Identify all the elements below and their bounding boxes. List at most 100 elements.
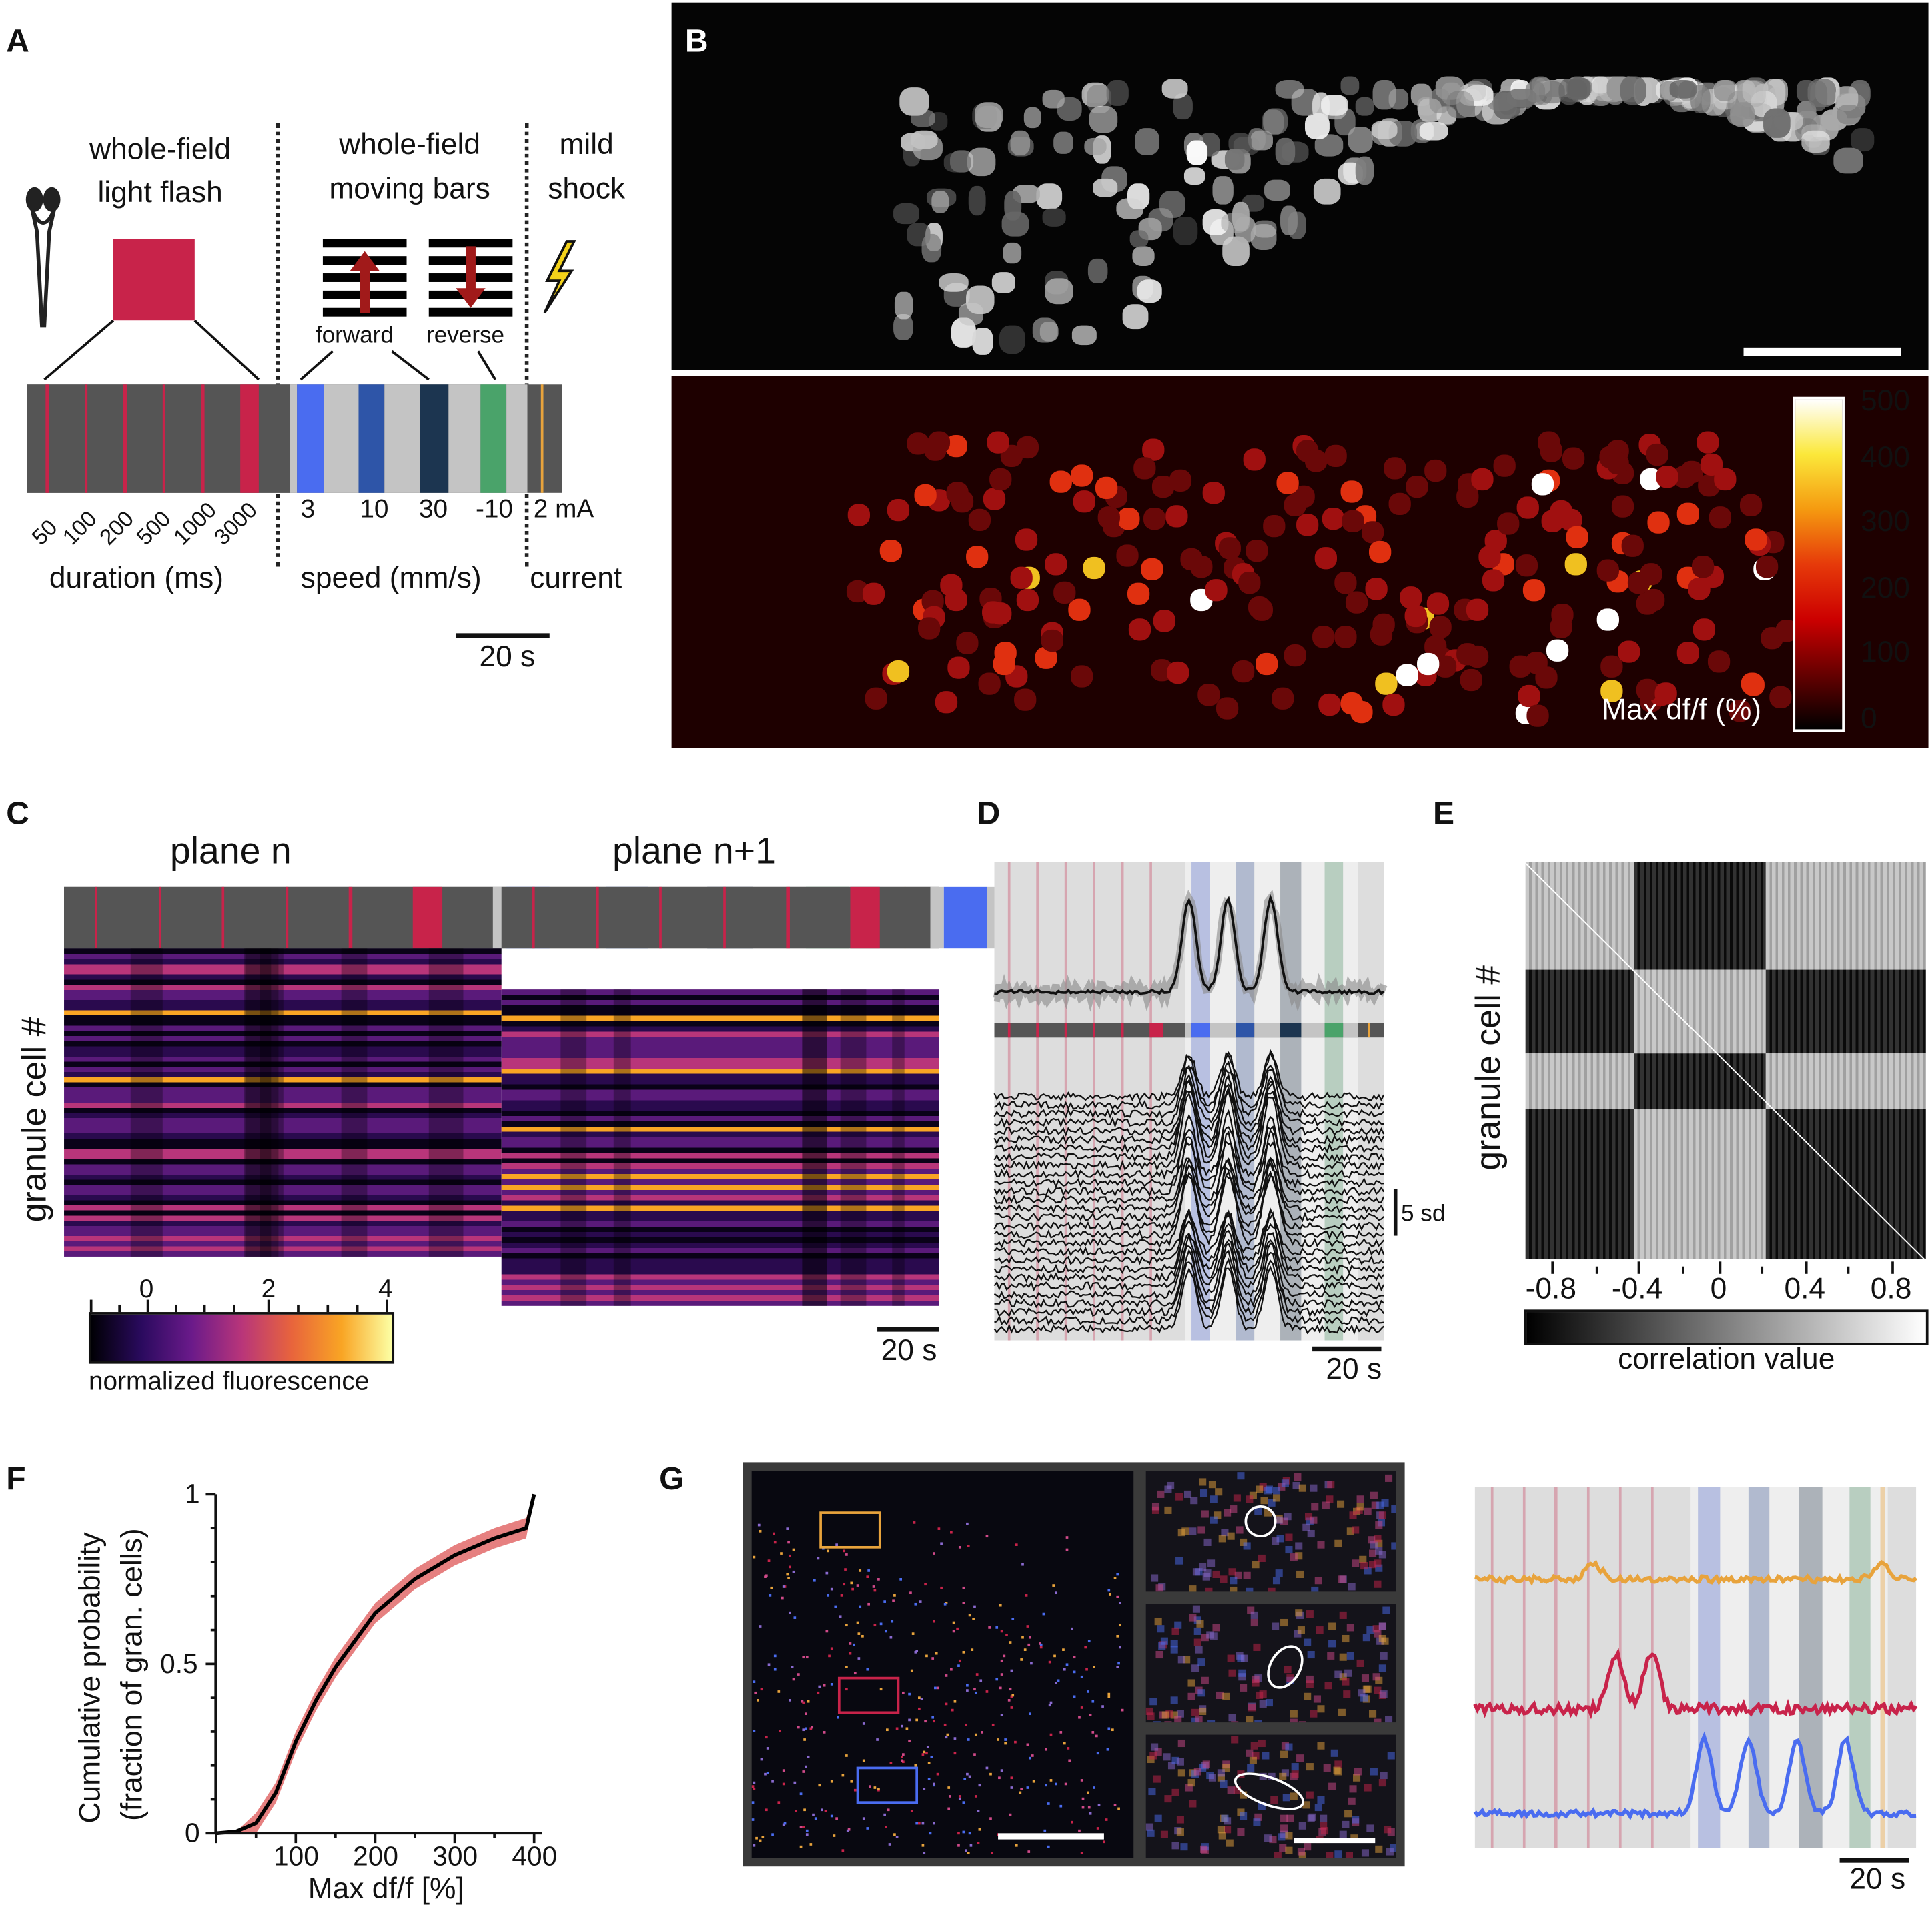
- pixel: [813, 1579, 817, 1583]
- pixel: [830, 1587, 833, 1590]
- pixel: [885, 1826, 888, 1829]
- pixel: [920, 1698, 923, 1700]
- pixel: [1280, 1618, 1288, 1626]
- pixel: [1157, 1625, 1165, 1633]
- pixel: [760, 1688, 763, 1691]
- pixel: [1161, 1830, 1169, 1838]
- pixel: [901, 1724, 904, 1727]
- cell: [1334, 571, 1357, 594]
- cell: [1220, 213, 1250, 233]
- pixel: [1071, 1820, 1074, 1824]
- pixel: [885, 1630, 887, 1632]
- pixel: [1268, 1587, 1276, 1592]
- cell: [1117, 508, 1140, 530]
- pixel: [957, 1664, 961, 1667]
- pixel: [1049, 1733, 1053, 1736]
- pixel: [1380, 1690, 1388, 1698]
- pixel: [932, 1821, 935, 1824]
- pixel: [1210, 1495, 1218, 1503]
- pixel: [1374, 1719, 1382, 1723]
- pixel: [1188, 1527, 1196, 1535]
- stimulus-segment: [289, 384, 298, 493]
- cell: [1143, 507, 1166, 530]
- cell: [1097, 506, 1120, 528]
- cell: [992, 272, 1015, 293]
- speed-tick: 10: [360, 495, 389, 524]
- pixel: [1379, 1511, 1387, 1519]
- divider: [524, 123, 529, 567]
- pixel: [1095, 1734, 1098, 1738]
- pixel: [1097, 1804, 1101, 1807]
- pixel: [1171, 1626, 1179, 1635]
- pixel: [759, 1758, 763, 1760]
- pixel: [1374, 1846, 1382, 1854]
- pixel: [1209, 1774, 1217, 1782]
- pixel: [810, 1726, 813, 1728]
- pixel: [1093, 1666, 1096, 1668]
- pixel: [828, 1654, 831, 1658]
- pixel: [925, 1654, 927, 1657]
- pixel: [1320, 1814, 1328, 1822]
- cell: [1518, 685, 1540, 708]
- colorbar-tick: -0.4: [1611, 1272, 1663, 1306]
- cell: [906, 432, 929, 455]
- cell: [1745, 528, 1767, 550]
- pixel: [1230, 1576, 1238, 1584]
- pixel: [804, 1765, 807, 1768]
- pixel: [1177, 1828, 1185, 1836]
- pixel: [925, 1720, 927, 1723]
- cell: [1042, 90, 1064, 109]
- pixel: [839, 1615, 842, 1618]
- pixel: [789, 1699, 791, 1702]
- pixel: [1032, 1780, 1035, 1784]
- pixel: [751, 1801, 755, 1804]
- pixel: [1121, 1709, 1123, 1712]
- cell: [887, 498, 909, 522]
- pixel: [1198, 1707, 1206, 1716]
- pixel: [1369, 1560, 1377, 1568]
- cell: [1729, 102, 1755, 127]
- pixel: [1175, 1493, 1183, 1501]
- pixel: [803, 1738, 806, 1742]
- pixel: [830, 1780, 833, 1783]
- response-band: [341, 948, 368, 1257]
- panel-label-a: A: [6, 22, 29, 59]
- pixel: [974, 1794, 977, 1798]
- flash-square: [113, 239, 195, 321]
- pixel: [1007, 1699, 1010, 1702]
- pixel: [1245, 1588, 1253, 1592]
- pixel: [777, 1801, 781, 1804]
- pixel: [1323, 1764, 1331, 1772]
- pixel: [1086, 1690, 1089, 1693]
- pixel: [893, 1833, 896, 1836]
- pixel: [928, 1762, 931, 1765]
- pixel: [1391, 1505, 1396, 1513]
- pixel: [1218, 1535, 1226, 1543]
- pixel: [1250, 1611, 1258, 1619]
- pixel: [1210, 1517, 1218, 1525]
- pixel: [914, 1602, 917, 1606]
- scale-bar: [998, 1833, 1104, 1840]
- flash-marker: [85, 384, 88, 493]
- pixel: [992, 1723, 995, 1726]
- pixel: [931, 1657, 934, 1660]
- cell: [947, 657, 970, 680]
- pixel: [817, 1692, 820, 1695]
- cell: [1067, 598, 1090, 621]
- pixel: [1245, 1750, 1253, 1758]
- pixel: [1001, 1673, 1004, 1676]
- cell: [1411, 83, 1432, 106]
- pixel: [1290, 1553, 1298, 1561]
- y-tick-label: 0.5: [160, 1648, 198, 1679]
- colorbar-ticks: [89, 1299, 388, 1313]
- pixel: [1052, 1585, 1055, 1587]
- pixel: [827, 1594, 829, 1598]
- pixel: [987, 1626, 991, 1630]
- pixel: [1213, 1624, 1221, 1632]
- pixel: [791, 1666, 795, 1669]
- pixel: [1163, 1485, 1171, 1493]
- cell: [1355, 155, 1375, 185]
- cell: [1562, 446, 1584, 470]
- pixel: [782, 1770, 785, 1772]
- cell: [1404, 605, 1427, 628]
